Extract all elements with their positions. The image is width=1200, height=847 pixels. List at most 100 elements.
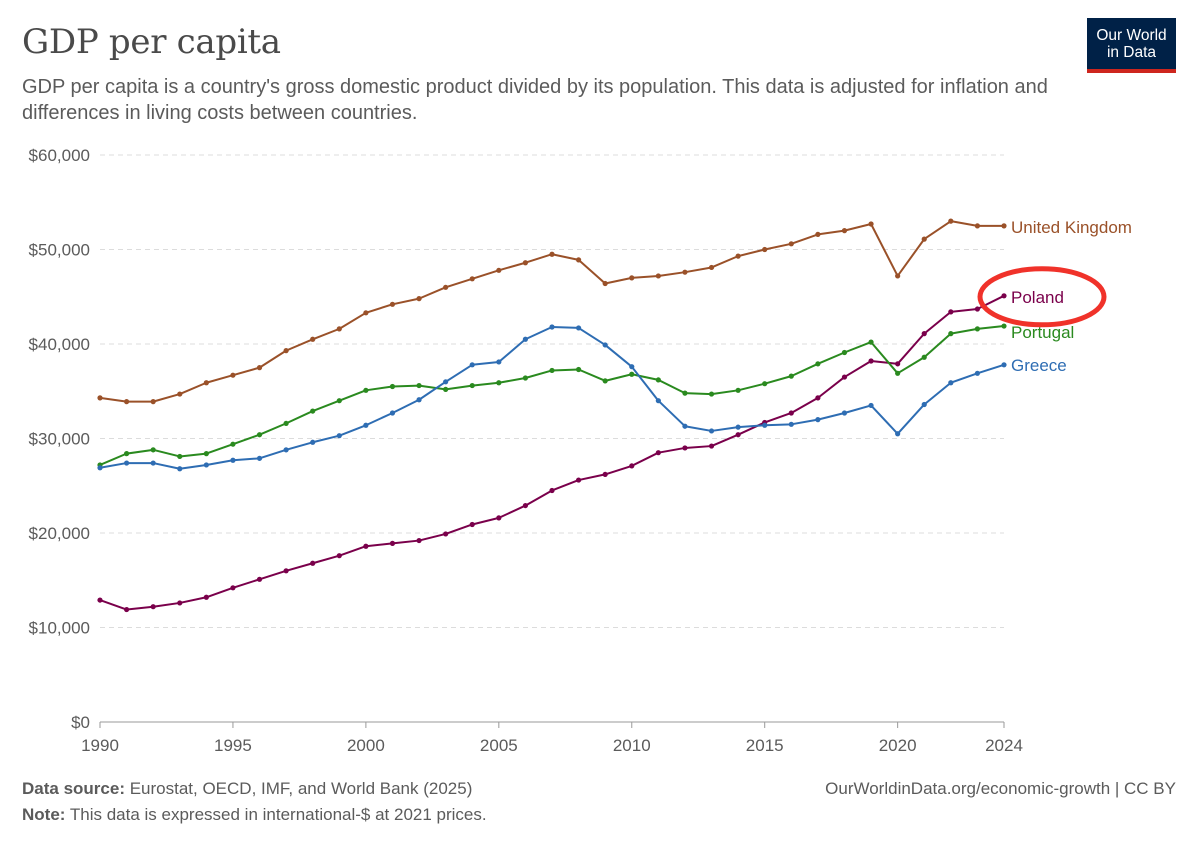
data-point-portugal xyxy=(283,420,289,426)
x-tick-label: 2010 xyxy=(613,736,651,755)
data-point-united-kingdom xyxy=(97,395,103,401)
series-label-united-kingdom[interactable]: United Kingdom xyxy=(1011,218,1132,237)
data-point-poland xyxy=(469,521,475,528)
y-tick-label: $30,000 xyxy=(29,430,90,449)
grid-layer: $0 $10,000 $20,000 $30,000 $40,000 $50,000 $60… xyxy=(29,146,1023,755)
data-point-portugal xyxy=(895,370,901,376)
data-point-greece xyxy=(895,431,901,437)
data-point-united-kingdom xyxy=(575,257,582,263)
data-point-united-kingdom xyxy=(416,296,422,302)
data-point-portugal xyxy=(868,339,874,345)
note-label: Note: xyxy=(22,805,66,824)
series-line-united-kingdom[interactable] xyxy=(99,220,1004,403)
data-point-greece xyxy=(815,417,821,423)
data-point-united-kingdom xyxy=(841,228,848,234)
data-point-united-kingdom xyxy=(150,399,156,405)
data-point-poland xyxy=(921,331,927,337)
data-point-portugal xyxy=(921,354,927,360)
data-point-united-kingdom xyxy=(868,221,874,227)
data-point-poland xyxy=(708,443,715,449)
data-point-poland xyxy=(283,568,289,574)
data-point-portugal xyxy=(735,387,741,393)
data-point-portugal xyxy=(629,371,635,377)
data-point-united-kingdom xyxy=(815,231,821,237)
x-tick-label: 2000 xyxy=(347,736,385,755)
data-point-portugal xyxy=(815,361,821,367)
data-point-portugal xyxy=(443,386,449,392)
source-link[interactable]: OurWorldinData.org/economic-growth xyxy=(825,779,1111,798)
data-point-portugal xyxy=(123,451,130,457)
data-point-poland xyxy=(496,515,502,521)
data-point-poland xyxy=(363,543,369,549)
data-point-united-kingdom xyxy=(682,269,688,275)
data-point-portugal xyxy=(389,383,396,390)
data-point-greece xyxy=(389,410,396,416)
footer-right: OurWorldinData.org/economic-growth | CC … xyxy=(825,776,1176,802)
data-point-united-kingdom xyxy=(336,326,342,332)
data-point-greece xyxy=(97,465,103,471)
data-point-portugal xyxy=(841,349,848,356)
data-point-united-kingdom xyxy=(974,223,981,229)
data-point-portugal xyxy=(602,378,608,384)
note-text: This data is expressed in international-… xyxy=(65,805,487,824)
data-point-poland xyxy=(948,309,954,315)
data-point-united-kingdom xyxy=(177,391,183,397)
data-point-united-kingdom xyxy=(283,348,289,354)
series-label-poland[interactable]: Poland xyxy=(1011,288,1064,307)
data-point-poland xyxy=(788,410,794,416)
data-point-greece xyxy=(177,466,183,472)
data-point-portugal xyxy=(655,377,661,383)
data-point-poland xyxy=(895,361,901,367)
data-point-greece xyxy=(416,397,422,403)
data-point-poland xyxy=(177,600,183,606)
data-point-poland xyxy=(575,477,582,483)
data-point-poland xyxy=(1001,293,1007,299)
data-source-text: Eurostat, OECD, IMF, and World Bank (202… xyxy=(124,779,473,798)
data-point-portugal xyxy=(416,382,422,389)
x-tick-label: 2024 xyxy=(985,736,1023,755)
data-point-united-kingdom xyxy=(735,253,741,259)
series-line-greece[interactable] xyxy=(99,325,1005,470)
x-tick-label: 1995 xyxy=(214,736,252,755)
data-point-greece xyxy=(203,462,209,468)
data-point-greece xyxy=(974,370,981,376)
series-label-greece[interactable]: Greece xyxy=(1011,356,1067,375)
data-point-portugal xyxy=(788,373,794,379)
x-tick-label: 2005 xyxy=(480,736,518,755)
data-point-united-kingdom xyxy=(256,365,263,371)
y-tick-label: $20,000 xyxy=(29,524,90,543)
highlight-circle xyxy=(977,266,1107,328)
x-tick-label: 2015 xyxy=(746,736,784,755)
data-point-united-kingdom xyxy=(921,236,927,242)
data-point-united-kingdom xyxy=(549,251,555,257)
data-point-portugal xyxy=(469,382,475,389)
owid-logo[interactable]: Our World in Data xyxy=(1087,18,1176,73)
data-point-united-kingdom xyxy=(469,276,475,282)
data-point-poland xyxy=(868,358,874,364)
data-point-portugal xyxy=(682,390,688,396)
data-point-poland xyxy=(123,606,130,613)
footer-left: Data source: Eurostat, OECD, IMF, and Wo… xyxy=(22,776,487,828)
series-label-portugal[interactable]: Portugal xyxy=(1011,323,1074,342)
y-tick-label: $10,000 xyxy=(29,619,90,638)
data-point-greece xyxy=(283,447,289,453)
data-point-united-kingdom xyxy=(230,372,236,378)
data-point-poland xyxy=(735,432,741,438)
series-layer xyxy=(97,218,1007,613)
data-point-poland xyxy=(389,540,396,546)
data-point-poland xyxy=(97,597,103,603)
data-point-united-kingdom xyxy=(1001,223,1007,229)
data-point-united-kingdom xyxy=(602,280,608,287)
data-point-portugal xyxy=(762,381,768,387)
data-point-greece xyxy=(336,433,342,439)
data-point-greece xyxy=(496,359,502,365)
y-tick-label: $60,000 xyxy=(29,146,90,165)
data-point-portugal xyxy=(948,331,954,337)
data-point-poland xyxy=(256,576,263,582)
data-point-portugal xyxy=(150,447,156,453)
data-point-poland xyxy=(522,502,529,509)
series-line-portugal[interactable] xyxy=(99,325,1005,466)
data-point-greece xyxy=(948,380,954,386)
data-point-portugal xyxy=(974,326,981,332)
data-point-united-kingdom xyxy=(443,284,449,290)
